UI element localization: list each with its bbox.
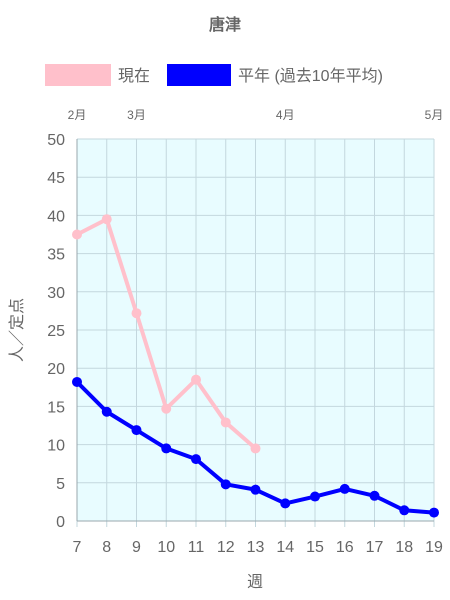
y-tick-label: 50 bbox=[47, 132, 65, 149]
month-label: 5月 bbox=[425, 108, 444, 122]
x-tick-label: 9 bbox=[132, 539, 141, 556]
series-layer bbox=[72, 214, 439, 518]
y-tick-label: 0 bbox=[56, 514, 65, 531]
data-point-average[interactable] bbox=[280, 498, 291, 509]
y-tick-label: 20 bbox=[47, 361, 65, 378]
y-tick-label: 5 bbox=[56, 476, 65, 493]
data-point-average[interactable] bbox=[220, 479, 231, 490]
x-tick-label: 12 bbox=[217, 539, 235, 556]
y-axis-title: 人／定点 bbox=[8, 298, 26, 362]
x-axis-title: 週 bbox=[247, 573, 263, 591]
y-tick-label: 30 bbox=[47, 285, 65, 302]
x-tick-label: 11 bbox=[188, 539, 205, 556]
data-point-average[interactable] bbox=[339, 483, 350, 494]
legend: 現在 平年 (過去10年平均) bbox=[45, 64, 383, 86]
x-tick-label: 7 bbox=[73, 539, 82, 556]
x-tick-label: 16 bbox=[336, 539, 354, 556]
x-tick-label: 17 bbox=[366, 539, 384, 556]
data-point-current[interactable] bbox=[72, 229, 82, 240]
legend-item-current[interactable]: 現在 bbox=[45, 64, 150, 86]
data-point-current[interactable] bbox=[220, 417, 231, 428]
month-label: 4月 bbox=[276, 108, 295, 122]
x-tick-label: 19 bbox=[425, 539, 443, 556]
x-axis-ticks: 7 8 9 10 11 12 13 14 15 16 17 18 19 bbox=[73, 539, 443, 556]
legend-label-average: 平年 (過去10年平均) bbox=[238, 67, 383, 85]
x-tick-label: 13 bbox=[247, 539, 265, 556]
data-point-average[interactable] bbox=[161, 443, 172, 454]
data-point-current[interactable] bbox=[101, 214, 112, 225]
legend-label-current: 現在 bbox=[118, 67, 150, 85]
legend-swatch-current bbox=[45, 64, 111, 86]
data-point-average[interactable] bbox=[310, 491, 320, 502]
y-axis-ticks: 0 5 10 15 20 25 30 35 40 45 50 bbox=[47, 132, 65, 531]
data-point-current[interactable] bbox=[161, 403, 172, 414]
data-point-average[interactable] bbox=[101, 406, 112, 417]
month-labels: 2月 3月 4月 5月 bbox=[68, 108, 444, 122]
legend-swatch-average bbox=[167, 64, 231, 86]
data-point-average[interactable] bbox=[250, 484, 261, 495]
x-tick-label: 15 bbox=[306, 539, 324, 556]
y-tick-label: 15 bbox=[47, 399, 65, 416]
chart-title: 唐津 bbox=[209, 15, 241, 34]
data-point-average[interactable] bbox=[369, 490, 380, 501]
y-tick-label: 40 bbox=[47, 208, 65, 225]
y-tick-label: 25 bbox=[47, 323, 65, 340]
x-tick-label: 8 bbox=[102, 539, 111, 556]
data-point-average[interactable] bbox=[72, 376, 82, 387]
data-point-current[interactable] bbox=[250, 443, 261, 454]
data-point-current[interactable] bbox=[131, 308, 142, 319]
legend-item-average[interactable]: 平年 (過去10年平均) bbox=[167, 64, 383, 86]
data-point-average[interactable] bbox=[191, 454, 201, 465]
month-label: 2月 bbox=[68, 108, 87, 122]
y-tick-label: 35 bbox=[47, 247, 65, 264]
x-tick-label: 18 bbox=[395, 539, 413, 556]
data-point-current[interactable] bbox=[191, 374, 201, 385]
y-tick-label: 10 bbox=[47, 438, 65, 455]
data-point-average[interactable] bbox=[131, 425, 142, 436]
y-tick-label: 45 bbox=[47, 170, 65, 187]
data-point-average[interactable] bbox=[399, 505, 410, 516]
x-tick-label: 14 bbox=[276, 539, 294, 556]
grid-lines bbox=[76, 138, 435, 527]
x-tick-label: 10 bbox=[157, 539, 175, 556]
data-point-average[interactable] bbox=[429, 507, 439, 518]
month-label: 3月 bbox=[127, 108, 146, 122]
